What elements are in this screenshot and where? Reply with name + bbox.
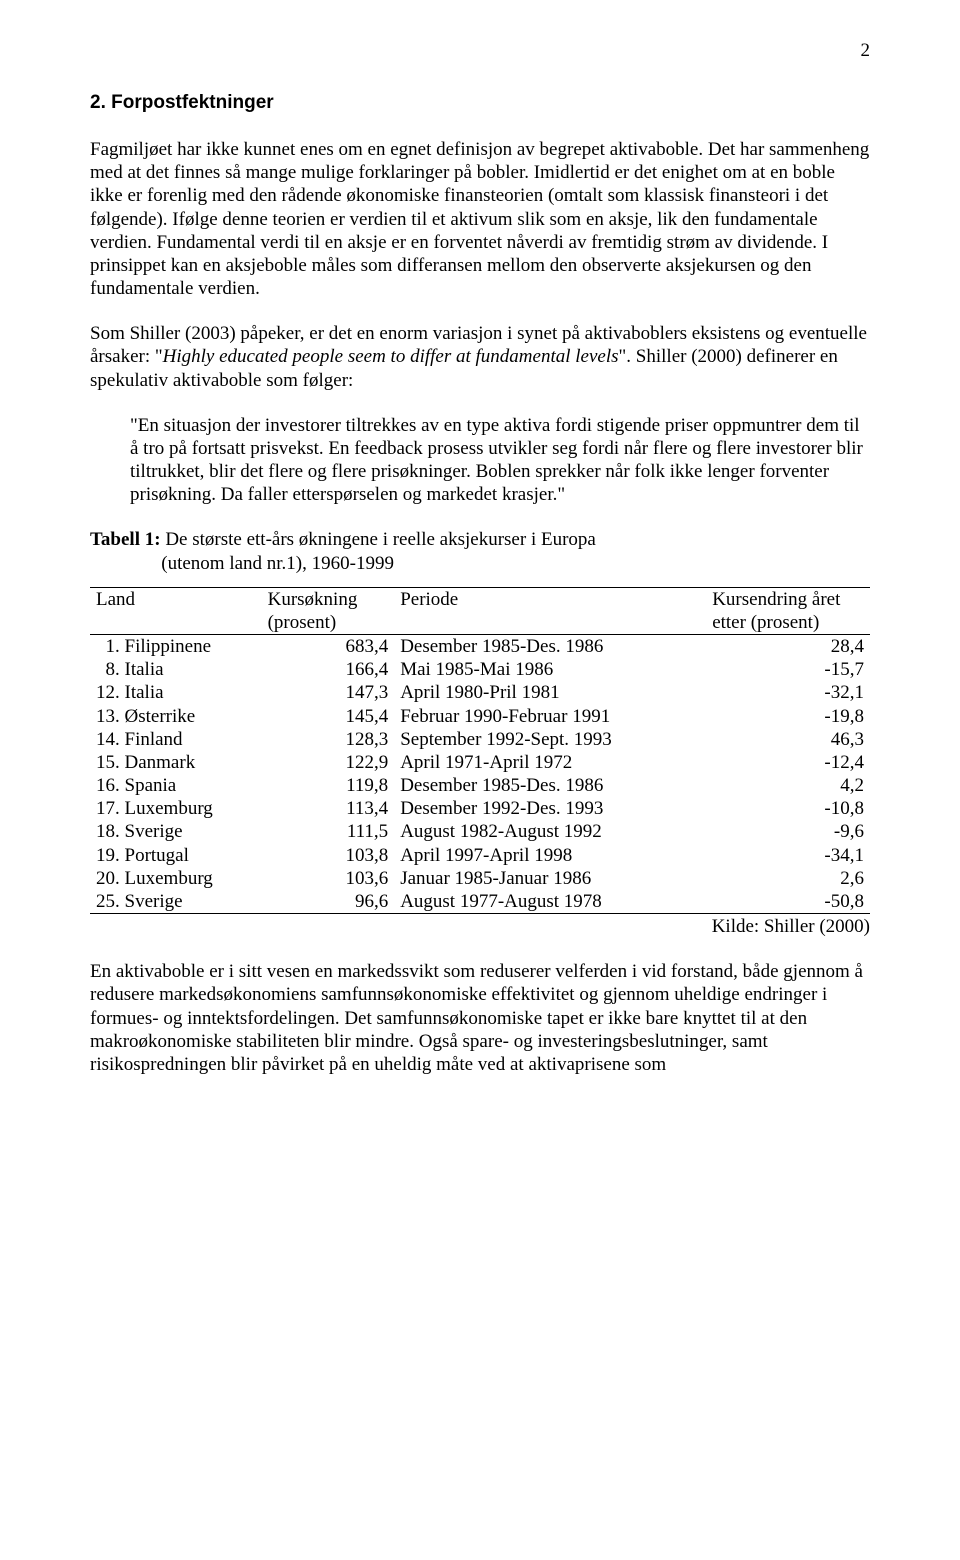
cell-kurs: 128,3: [262, 728, 395, 751]
cell-land: 16. Spania: [90, 774, 262, 797]
cell-kurs: 103,6: [262, 867, 395, 890]
table-row: 12. Italia 147,3 April 1980-Pril 1981 -3…: [90, 681, 870, 704]
table-row: 8. Italia 166,4 Mai 1985-Mai 1986 -15,7: [90, 658, 870, 681]
table-caption-line2: (utenom land nr.1), 1960-1999: [161, 553, 394, 574]
cell-periode: September 1992-Sept. 1993: [394, 728, 706, 751]
cell-end: -9,6: [706, 820, 870, 843]
cell-periode: Desember 1985-Des. 1986: [394, 635, 706, 659]
cell-kurs: 96,6: [262, 890, 395, 914]
cell-periode: August 1977-August 1978: [394, 890, 706, 914]
cell-kurs: 166,4: [262, 658, 395, 681]
cell-land: 17. Luxemburg: [90, 797, 262, 820]
cell-end: 2,6: [706, 867, 870, 890]
cell-periode: Februar 1990-Februar 1991: [394, 705, 706, 728]
table-row: 13. Østerrike 145,4 Februar 1990-Februar…: [90, 705, 870, 728]
cell-kurs: 145,4: [262, 705, 395, 728]
section-heading: 2. Forpostfektninger: [90, 92, 870, 114]
table-header-row: Land Kursøkning (prosent) Periode Kursen…: [90, 587, 870, 634]
cell-end: -50,8: [706, 890, 870, 914]
table-row: 17. Luxemburg 113,4 Desember 1992-Des. 1…: [90, 797, 870, 820]
cell-end: -12,4: [706, 751, 870, 774]
cell-end: -34,1: [706, 844, 870, 867]
cell-periode: April 1997-April 1998: [394, 844, 706, 867]
cell-land: 15. Danmark: [90, 751, 262, 774]
cell-kurs: 119,8: [262, 774, 395, 797]
cell-end: -19,8: [706, 705, 870, 728]
table-source: Kilde: Shiller (2000): [90, 916, 870, 938]
cell-land: 19. Portugal: [90, 844, 262, 867]
quote-block: "En situasjon der investorer tiltrekkes …: [130, 414, 870, 507]
table-row: 25. Sverige 96,6 August 1977-August 1978…: [90, 890, 870, 914]
table-caption-label: Tabell 1:: [90, 529, 161, 550]
table-row: 20. Luxemburg 103,6 Januar 1985-Januar 1…: [90, 867, 870, 890]
cell-end: -15,7: [706, 658, 870, 681]
cell-land: 20. Luxemburg: [90, 867, 262, 890]
table-row: 14. Finland 128,3 September 1992-Sept. 1…: [90, 728, 870, 751]
cell-kurs: 111,5: [262, 820, 395, 843]
table-caption: Tabell 1: De største ett-års økningene i…: [90, 528, 870, 574]
cell-periode: August 1982-August 1992: [394, 820, 706, 843]
cell-end: 28,4: [706, 635, 870, 659]
data-table: Land Kursøkning (prosent) Periode Kursen…: [90, 587, 870, 914]
cell-land: 25. Sverige: [90, 890, 262, 914]
table-row: 15. Danmark 122,9 April 1971-April 1972 …: [90, 751, 870, 774]
page: 2 2. Forpostfektninger Fagmiljøet har ik…: [0, 0, 960, 1138]
cell-periode: Januar 1985-Januar 1986: [394, 867, 706, 890]
cell-end: 46,3: [706, 728, 870, 751]
cell-kurs: 683,4: [262, 635, 395, 659]
cell-kurs: 122,9: [262, 751, 395, 774]
para2-italic: Highly educated people seem to differ at…: [163, 346, 619, 367]
col-header-kursendring: Kursendring året etter (prosent): [706, 587, 870, 634]
cell-land: 18. Sverige: [90, 820, 262, 843]
table-row: 19. Portugal 103,8 April 1997-April 1998…: [90, 844, 870, 867]
table-row: 16. Spania 119,8 Desember 1985-Des. 1986…: [90, 774, 870, 797]
table-row: 18. Sverige 111,5 August 1982-August 199…: [90, 820, 870, 843]
cell-kurs: 147,3: [262, 681, 395, 704]
table-row: 1. Filippinene 683,4 Desember 1985-Des. …: [90, 635, 870, 659]
cell-periode: Mai 1985-Mai 1986: [394, 658, 706, 681]
table-caption-text: De største ett-års økningene i reelle ak…: [161, 529, 596, 550]
cell-land: 14. Finland: [90, 728, 262, 751]
cell-kurs: 113,4: [262, 797, 395, 820]
cell-end: -32,1: [706, 681, 870, 704]
cell-land: 13. Østerrike: [90, 705, 262, 728]
cell-end: 4,2: [706, 774, 870, 797]
col-header-land: Land: [90, 587, 262, 634]
cell-periode: April 1971-April 1972: [394, 751, 706, 774]
paragraph-2: Som Shiller (2003) påpeker, er det en en…: [90, 322, 870, 392]
cell-land: 12. Italia: [90, 681, 262, 704]
cell-kurs: 103,8: [262, 844, 395, 867]
cell-land: 1. Filippinene: [90, 635, 262, 659]
cell-periode: Desember 1985-Des. 1986: [394, 774, 706, 797]
col-header-kursokning: Kursøkning (prosent): [262, 587, 395, 634]
table-body: 1. Filippinene 683,4 Desember 1985-Des. …: [90, 635, 870, 914]
cell-end: -10,8: [706, 797, 870, 820]
paragraph-1: Fagmiljøet har ikke kunnet enes om en eg…: [90, 138, 870, 300]
cell-periode: April 1980-Pril 1981: [394, 681, 706, 704]
paragraph-3: En aktivaboble er i sitt vesen en marked…: [90, 960, 870, 1076]
col-header-periode: Periode: [394, 587, 706, 634]
cell-land: 8. Italia: [90, 658, 262, 681]
page-number: 2: [90, 40, 870, 62]
cell-periode: Desember 1992-Des. 1993: [394, 797, 706, 820]
